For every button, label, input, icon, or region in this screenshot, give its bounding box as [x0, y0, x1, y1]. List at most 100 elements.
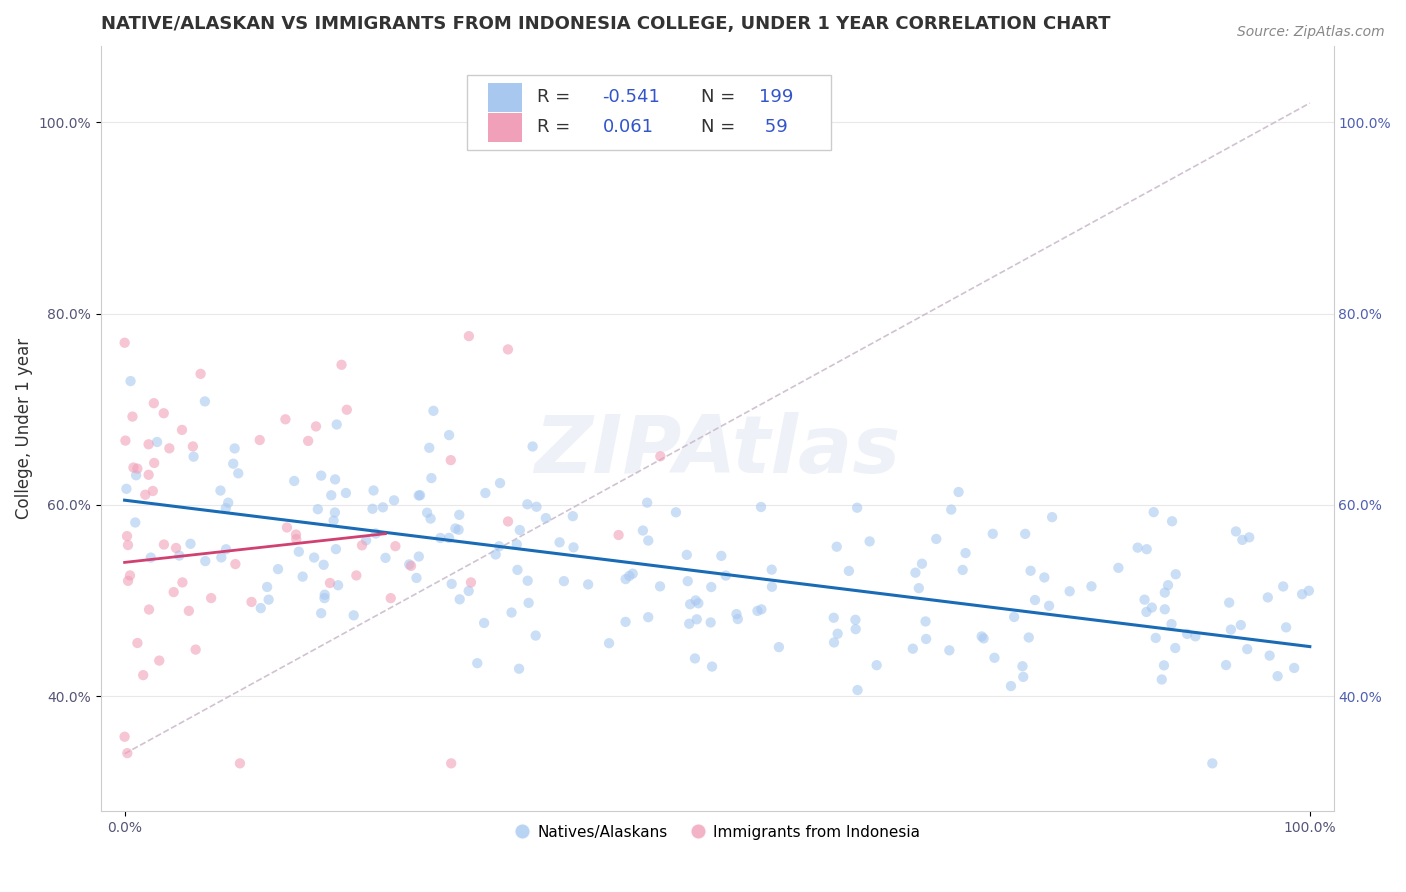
Point — [132, 668, 155, 682]
Point — [1161, 514, 1184, 528]
Point — [685, 593, 707, 607]
Point — [115, 529, 138, 543]
Point — [710, 549, 733, 563]
Point — [437, 428, 460, 442]
Point — [440, 577, 463, 591]
Point — [676, 574, 699, 589]
Point — [382, 493, 405, 508]
Point — [209, 483, 232, 498]
Point — [1153, 658, 1175, 673]
Point — [621, 566, 644, 581]
Point — [1175, 627, 1198, 641]
Point — [305, 419, 328, 434]
Point — [418, 441, 440, 455]
Point — [408, 549, 430, 564]
Point — [121, 409, 143, 424]
Text: 0.061: 0.061 — [603, 118, 654, 136]
Point — [350, 538, 373, 552]
Point — [420, 471, 443, 485]
Point — [399, 558, 422, 573]
Point — [267, 562, 290, 576]
Point — [983, 650, 1005, 665]
Point — [1219, 623, 1241, 637]
Point — [501, 606, 523, 620]
Point — [1201, 756, 1223, 771]
Point — [249, 433, 271, 447]
Point — [217, 496, 239, 510]
Point — [374, 550, 396, 565]
Point — [408, 488, 430, 502]
Point — [1237, 530, 1260, 544]
Point — [437, 531, 460, 545]
Point — [846, 500, 869, 515]
Point — [1258, 648, 1281, 663]
Point — [215, 501, 238, 516]
Point — [179, 537, 201, 551]
Point — [496, 515, 519, 529]
Point — [1164, 567, 1187, 582]
Point — [489, 476, 512, 491]
Point — [761, 580, 783, 594]
Point — [915, 632, 938, 646]
Point — [1230, 618, 1253, 632]
Point — [143, 456, 166, 470]
Point — [553, 574, 575, 589]
Point — [314, 588, 336, 602]
Point — [1232, 533, 1254, 547]
Point — [323, 472, 346, 486]
Point — [679, 597, 702, 611]
Point — [981, 526, 1004, 541]
Point — [747, 604, 769, 618]
Point — [911, 557, 934, 571]
Point — [371, 500, 394, 515]
Text: N =: N = — [702, 118, 741, 136]
Point — [845, 622, 868, 636]
FancyBboxPatch shape — [467, 75, 831, 150]
Point — [172, 575, 194, 590]
Point — [323, 506, 346, 520]
Point — [614, 572, 637, 586]
Point — [118, 568, 141, 582]
Point — [561, 509, 583, 524]
Point — [516, 574, 538, 588]
Point — [114, 730, 136, 744]
Point — [398, 558, 420, 572]
Point — [725, 607, 748, 621]
Point — [1275, 620, 1298, 634]
Point — [449, 508, 471, 522]
Point — [1014, 527, 1036, 541]
Point — [749, 500, 772, 514]
Text: R =: R = — [537, 88, 576, 106]
Point — [675, 548, 697, 562]
Point — [325, 542, 347, 557]
Point — [274, 412, 297, 426]
Point — [1135, 605, 1157, 619]
Point — [859, 534, 882, 549]
Bar — [488, 112, 523, 142]
Point — [114, 434, 136, 448]
Point — [302, 550, 325, 565]
Point — [1024, 593, 1046, 607]
Point — [1153, 602, 1175, 616]
Point — [319, 576, 342, 591]
Point — [526, 500, 548, 514]
Point — [925, 532, 948, 546]
Point — [1038, 599, 1060, 613]
Point — [1282, 661, 1305, 675]
Point — [297, 434, 319, 448]
Point — [312, 558, 335, 572]
Point — [249, 601, 271, 615]
Point — [148, 654, 170, 668]
Point — [1267, 669, 1289, 683]
Point — [326, 578, 349, 592]
Point — [139, 550, 162, 565]
Point — [1000, 679, 1022, 693]
Point — [665, 505, 688, 519]
Point — [325, 417, 347, 432]
Point — [619, 569, 641, 583]
Point — [215, 542, 238, 557]
Point — [1126, 541, 1149, 555]
Text: ZIPAtlas: ZIPAtlas — [534, 412, 900, 491]
Point — [562, 541, 585, 555]
Point — [409, 488, 432, 502]
